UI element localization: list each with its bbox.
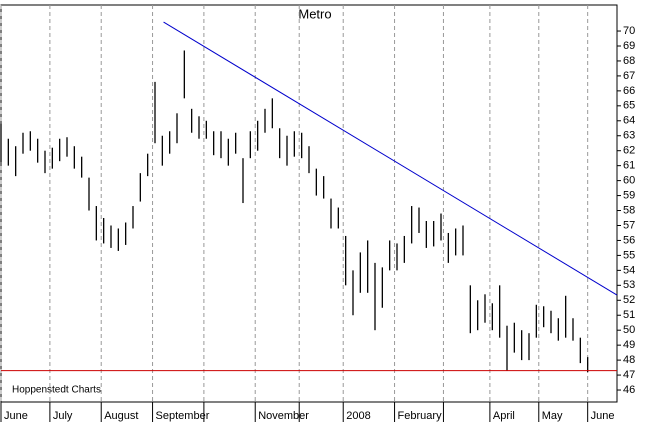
chart-title: Metro (298, 6, 331, 21)
y-tick-label: 61 (623, 160, 635, 172)
x-tick-label: August (104, 410, 138, 422)
y-tick-label: 60 (623, 175, 635, 187)
y-tick-label: 51 (623, 309, 635, 321)
y-tick-label: 48 (623, 354, 635, 366)
y-tick-label: 57 (623, 219, 635, 231)
x-tick-label: 2008 (346, 410, 370, 422)
y-tick-label: 55 (623, 249, 635, 261)
y-tick-label: 63 (623, 130, 635, 142)
y-tick-label: 67 (623, 70, 635, 82)
x-tick-label: April (493, 410, 515, 422)
x-tick-label: November (258, 410, 309, 422)
annotation: Hoppenstedt Charts (12, 385, 101, 396)
y-tick-label: 56 (623, 234, 635, 246)
y-tick-label: 52 (623, 294, 635, 306)
y-tick-label: 59 (623, 189, 635, 201)
y-tick-label: 68 (623, 55, 635, 67)
x-tick-label: February (398, 410, 443, 422)
y-tick-label: 50 (623, 324, 635, 336)
y-tick-label: 62 (623, 145, 635, 157)
x-tick-label: May (542, 410, 563, 422)
y-tick-label: 66 (623, 85, 635, 97)
y-tick-label: 69 (623, 40, 635, 52)
y-tick-label: 64 (623, 115, 635, 127)
x-tick-label: June (591, 410, 615, 422)
y-tick-label: 53 (623, 279, 635, 291)
y-tick-label: 58 (623, 204, 635, 216)
x-tick-label: July (53, 410, 73, 422)
y-tick-label: 46 (623, 384, 635, 396)
y-tick-label: 65 (623, 100, 635, 112)
x-tick-label: June (4, 410, 28, 422)
x-tick-label: September (156, 410, 210, 422)
y-tick-label: 54 (623, 264, 635, 276)
y-tick-label: 47 (623, 369, 635, 381)
y-tick-label: 70 (623, 25, 635, 37)
trend-line (163, 21, 618, 296)
y-tick-label: 49 (623, 339, 635, 351)
